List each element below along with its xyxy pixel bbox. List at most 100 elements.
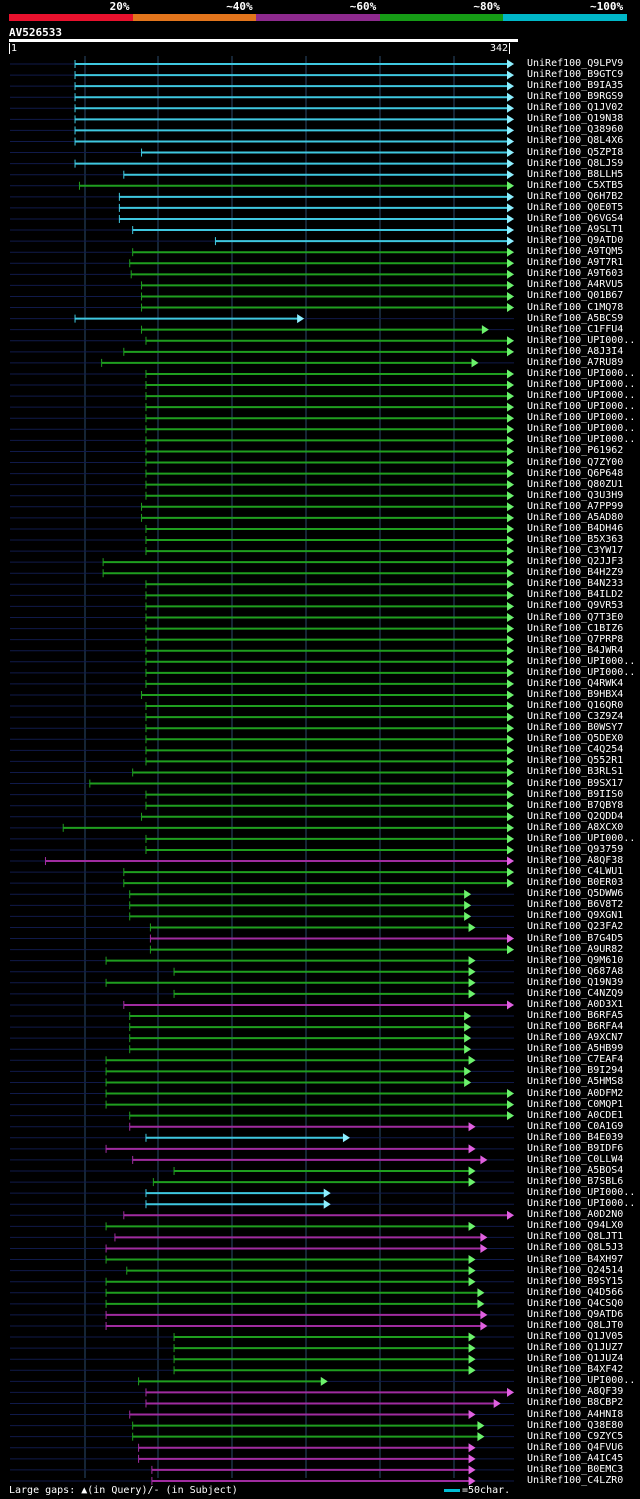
hit-label[interactable]: UniRef100_UPI000.. [527, 379, 636, 391]
hit-label[interactable]: UniRef100_Q93759 [527, 843, 624, 855]
hit-label[interactable]: UniRef100_UPI000.. [527, 367, 636, 379]
hit-label[interactable]: UniRef100_UPI000.. [527, 423, 636, 435]
hit-label[interactable]: UniRef100_Q8L4X6 [527, 135, 624, 147]
hit-label[interactable]: UniRef100_Q552R1 [527, 755, 624, 767]
hit-label[interactable]: UniRef100_C3YW17 [527, 545, 624, 557]
hit-label[interactable]: UniRef100_A5BOS4 [527, 1165, 624, 1176]
hit-label[interactable]: UniRef100_UPI000.. [527, 1375, 636, 1387]
hit-label[interactable]: UniRef100_A5HB99 [527, 1043, 624, 1055]
hit-label[interactable]: UniRef100_C5XTB5 [527, 179, 624, 191]
hit-label[interactable]: UniRef100_P61962 [527, 445, 624, 457]
hit-label[interactable]: UniRef100_B9IIS0 [527, 788, 624, 800]
hit-label[interactable]: UniRef100_B9IDF6 [527, 1142, 624, 1154]
hit-label[interactable]: UniRef100_Q5ZPI8 [527, 146, 624, 158]
hit-label[interactable]: UniRef100_A4HNI8 [527, 1408, 624, 1420]
hit-label[interactable]: UniRef100_A5HMS8 [527, 1076, 624, 1088]
hit-label[interactable]: UniRef100_B9IA35 [527, 80, 624, 92]
hit-label[interactable]: UniRef100_A8QF39 [527, 1386, 624, 1398]
hit-label[interactable]: UniRef100_C4Q254 [527, 744, 624, 756]
hit-label[interactable]: UniRef100_Q38960 [527, 124, 624, 136]
hit-label[interactable]: UniRef100_Q8L5J3 [527, 1242, 624, 1254]
hit-label[interactable]: UniRef100_A9SLT1 [527, 224, 624, 236]
hit-label[interactable]: UniRef100_Q9XGN1 [527, 910, 624, 922]
hit-label[interactable]: UniRef100_Q9VR53 [527, 600, 624, 612]
hit-label[interactable]: UniRef100_A5AD80 [527, 511, 624, 523]
hit-label[interactable]: UniRef100_A7PP99 [527, 500, 624, 512]
hit-label[interactable]: UniRef100_A4IC45 [527, 1452, 624, 1464]
hit-label[interactable]: UniRef100_B5X363 [527, 534, 624, 545]
hit-label[interactable]: UniRef100_C1MQ78 [527, 301, 624, 313]
hit-label[interactable]: UniRef100_Q5DEX0 [527, 733, 624, 745]
hit-label[interactable]: UniRef100_Q6VGS4 [527, 212, 624, 224]
hit-label[interactable]: UniRef100_Q4RWK4 [527, 677, 624, 689]
hit-label[interactable]: UniRef100_B4E039 [527, 1131, 624, 1143]
hit-label[interactable]: UniRef100_A0D3X1 [527, 998, 624, 1010]
hit-label[interactable]: UniRef100_Q16QR0 [527, 700, 624, 712]
hit-label[interactable]: UniRef100_B7SBL6 [527, 1176, 624, 1188]
hit-label[interactable]: UniRef100_C4NZQ9 [527, 987, 624, 999]
hit-label[interactable]: UniRef100_B9SY15 [527, 1275, 624, 1287]
hit-label[interactable]: UniRef100_Q19N39 [527, 976, 624, 988]
hit-label[interactable]: UniRef100_Q3U3H9 [527, 489, 624, 501]
hit-label[interactable]: UniRef100_Q8LJT0 [527, 1319, 624, 1331]
hit-label[interactable]: UniRef100_A5BCS9 [527, 312, 624, 324]
hit-label[interactable]: UniRef100_C1BIZ6 [527, 622, 624, 634]
hit-label[interactable]: UniRef100_Q19N38 [527, 113, 624, 125]
hit-label[interactable]: UniRef100_B6RFA4 [527, 1021, 624, 1033]
hit-label[interactable]: UniRef100_Q7T3E0 [527, 611, 624, 623]
hit-label[interactable]: UniRef100_A8XCX0 [527, 821, 624, 833]
hit-label[interactable]: UniRef100_Q6P648 [527, 467, 624, 479]
hit-label[interactable]: UniRef100_Q4FVU6 [527, 1441, 624, 1453]
hit-label[interactable]: UniRef100_UPI000.. [527, 390, 636, 402]
hit-label[interactable]: UniRef100_C0LLW4 [527, 1153, 624, 1165]
hit-label[interactable]: UniRef100_A8QF38 [527, 855, 624, 867]
hit-label[interactable]: UniRef100_B3RLS1 [527, 766, 624, 778]
hit-label[interactable]: UniRef100_C3Z9Z4 [527, 711, 624, 723]
hit-label[interactable]: UniRef100_B6V8T2 [527, 899, 624, 911]
hit-label[interactable]: UniRef100_UPI000.. [527, 655, 636, 667]
hit-label[interactable]: UniRef100_Q1JUZ4 [527, 1353, 624, 1365]
hit-label[interactable]: UniRef100_UPI000.. [527, 666, 636, 678]
hit-label[interactable]: UniRef100_Q9ATD0 [527, 235, 624, 247]
hit-label[interactable]: UniRef100_B4DH46 [527, 522, 624, 534]
hit-label[interactable]: UniRef100_C4LZR0 [527, 1474, 624, 1486]
hit-label[interactable]: UniRef100_Q1JV05 [527, 1331, 624, 1343]
hit-label[interactable]: UniRef100_Q7PRP8 [527, 633, 624, 645]
hit-label[interactable]: UniRef100_A8J3I4 [527, 345, 624, 357]
hit-label[interactable]: UniRef100_C9ZYC5 [527, 1430, 624, 1442]
hit-label[interactable]: UniRef100_Q6H7B2 [527, 190, 624, 202]
hit-label[interactable]: UniRef100_A4RVU5 [527, 279, 624, 291]
hit-label[interactable]: UniRef100_A0CDE1 [527, 1109, 624, 1121]
hit-label[interactable]: UniRef100_B4ILD2 [527, 589, 624, 601]
hit-label[interactable]: UniRef100_B4JWR4 [527, 644, 624, 656]
hit-label[interactable]: UniRef100_Q7ZY00 [527, 456, 624, 468]
hit-label[interactable]: UniRef100_B9GTC9 [527, 69, 624, 81]
hit-label[interactable]: UniRef100_UPI000.. [527, 334, 636, 346]
hit-label[interactable]: UniRef100_B4N233 [527, 578, 624, 590]
hit-label[interactable]: UniRef100_Q4CSQ0 [527, 1297, 624, 1309]
hit-label[interactable]: UniRef100_B4XF42 [527, 1364, 624, 1376]
hit-label[interactable]: UniRef100_Q24514 [527, 1264, 624, 1276]
hit-label[interactable]: UniRef100_C0MQP1 [527, 1098, 624, 1110]
hit-label[interactable]: UniRef100_Q9LPV9 [527, 58, 624, 69]
hit-label[interactable]: UniRef100_UPI000.. [527, 1198, 636, 1210]
hit-label[interactable]: UniRef100_B9RGS9 [527, 91, 624, 103]
hit-label[interactable]: UniRef100_B9SX17 [527, 777, 624, 789]
hit-label[interactable]: UniRef100_Q0E0T5 [527, 201, 624, 213]
hit-label[interactable]: UniRef100_UPI000.. [527, 1187, 636, 1199]
hit-label[interactable]: UniRef100_C0A1G9 [527, 1120, 624, 1132]
hit-label[interactable]: UniRef100_Q8LJS9 [527, 157, 624, 169]
hit-label[interactable]: UniRef100_Q1JV02 [527, 102, 624, 114]
hit-label[interactable]: UniRef100_B0ER03 [527, 877, 624, 889]
hit-label[interactable]: UniRef100_B0EMC3 [527, 1463, 624, 1475]
hit-label[interactable]: UniRef100_Q2JJF3 [527, 556, 624, 568]
hit-label[interactable]: UniRef100_B4H2Z9 [527, 567, 624, 579]
hit-label[interactable]: UniRef100_B7QBY8 [527, 799, 624, 811]
hit-label[interactable]: UniRef100_Q1JUZ7 [527, 1342, 624, 1354]
hit-label[interactable]: UniRef100_B8LLH5 [527, 168, 624, 180]
hit-label[interactable]: UniRef100_A0D2N0 [527, 1209, 624, 1221]
hit-label[interactable]: UniRef100_Q5DWW6 [527, 888, 624, 900]
hit-label[interactable]: UniRef100_B9HBX4 [527, 688, 624, 700]
hit-label[interactable]: UniRef100_A0DFM2 [527, 1087, 624, 1099]
hit-label[interactable]: UniRef100_UPI000.. [527, 832, 636, 844]
